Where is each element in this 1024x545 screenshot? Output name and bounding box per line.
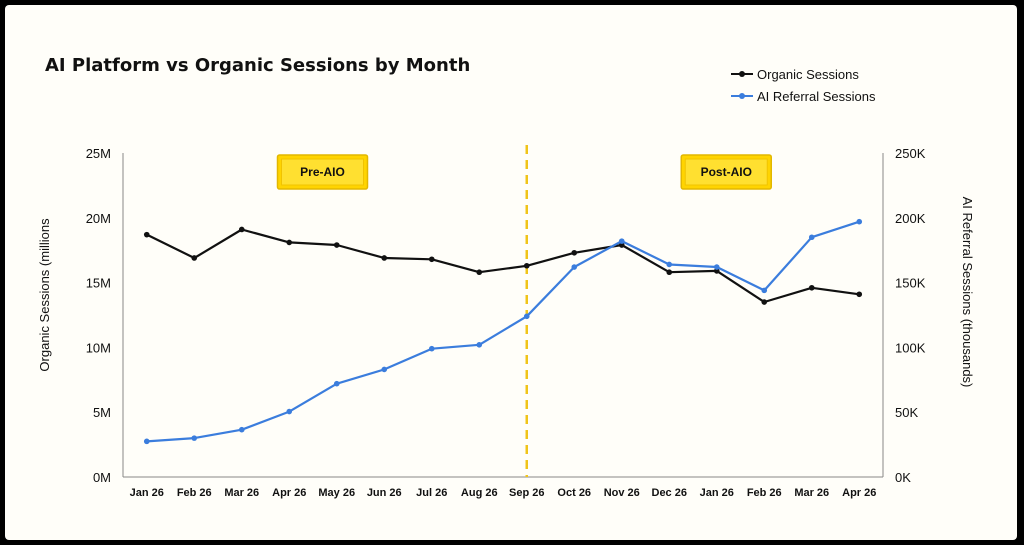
legend: Organic Sessions AI Referral Sessions [731,67,876,104]
organic-sessions-point [666,269,673,276]
organic-sessions-point [856,291,863,298]
chart-svg: AI Platform vs Organic Sessions by Month… [37,55,975,499]
post-aio-label: Post-AIO [701,165,752,179]
organic-sessions-point [713,268,720,274]
x-tick-label: Nov 26 [604,487,640,499]
organic-sessions-point [428,256,435,263]
ai-referral-sessions-point [286,408,293,415]
ai-referral-sessions-point [761,287,768,294]
x-tick-label: Mar 26 [794,487,829,499]
y-left-tick-label: 20M [86,211,111,226]
organic-sessions-point [618,242,625,248]
y-left-tick-label: 15M [86,276,111,291]
organic-sessions-point [761,299,768,305]
x-tick-label: Oct 26 [557,487,591,499]
y-left-tick-label: 25M [86,146,111,161]
organic-sessions-point [571,249,578,256]
ai-referral-sessions-line [146,220,860,443]
x-tick-label: Dec 26 [652,487,687,499]
y-left-tick-label: 5M [93,405,111,420]
organic-sessions-point [191,255,198,261]
x-tick-label: Mar 26 [224,487,259,499]
phase-label-inner [281,158,364,186]
ai-referral-sessions-point [476,342,483,348]
ai-referral-sessions-point [381,366,388,373]
y-left-tick-label: 0M [93,470,111,485]
ai-referral-sessions-point [428,345,435,352]
x-tick-label: Feb 26 [177,487,212,499]
legend-organic-marker [739,71,745,77]
ai-referral-sessions-point [618,238,625,244]
ai-referral-sessions-point [143,438,150,445]
organic-sessions-point [238,226,245,233]
organic-sessions-point [333,242,340,248]
ai-referral-sessions-point [856,218,863,225]
y-right-tick-label: 250K [895,146,926,161]
x-tick-label: Jan 26 [700,487,734,499]
organic-sessions-point [523,262,530,269]
plot-area: 0M 5M 10M 15M 20M 25M 0K 50K 100K 150K 200K 250K Jan… [86,145,926,499]
ai-referral-sessions-point [191,435,198,441]
ai-referral-sessions-point [808,234,815,241]
y-right-tick-label: 200K [895,211,926,226]
x-tick-label: Jan 26 [130,487,164,499]
ai-referral-sessions-point [666,261,673,268]
ai-referral-sessions-point [713,264,720,270]
x-tick-label: Jun 26 [367,487,402,499]
ai-referral-sessions-point [523,313,530,320]
pre-aio-label: Pre-AIO [300,165,345,179]
organic-sessions-point [808,284,815,291]
y-right-tick-label: 0K [895,470,911,485]
ai-referral-sessions-point [571,264,578,270]
organic-sessions-point [476,269,483,276]
ai-referral-sessions-point [238,426,245,433]
x-tick-label: May 26 [318,487,355,499]
organic-sessions-point [381,255,388,261]
legend-organic-label: Organic Sessions [757,67,859,82]
organic-sessions-point [286,239,293,246]
chart-frame: AI Platform vs Organic Sessions by Month… [5,5,1017,540]
x-tick-label: Aug 26 [461,487,498,499]
organic-sessions-point [143,231,150,238]
organic-sessions-line [146,228,860,304]
y-right-tick-label: 100K [895,340,926,355]
legend-ai-marker [739,93,745,99]
x-tick-label: Feb 26 [747,487,782,499]
x-tick-label: Sep 26 [509,487,544,499]
phase-label-inner [684,158,768,186]
y-right-tick-label: 150K [895,276,926,291]
x-tick-label: Apr 26 [272,487,306,499]
y-left-tick-label: 10M [86,340,111,355]
chart-title: AI Platform vs Organic Sessions by Month [45,55,470,76]
y-right-tick-label: 50K [895,405,918,420]
y-right-axis-title: AI Referral Sessions (thousands) [960,197,975,388]
x-tick-label: Apr 26 [842,487,876,499]
x-tick-label: Jul 26 [416,487,447,499]
ai-referral-sessions-point [333,380,340,387]
legend-ai-label: AI Referral Sessions [757,89,876,104]
y-left-axis-title: Organic Sessions (millions [37,218,52,372]
